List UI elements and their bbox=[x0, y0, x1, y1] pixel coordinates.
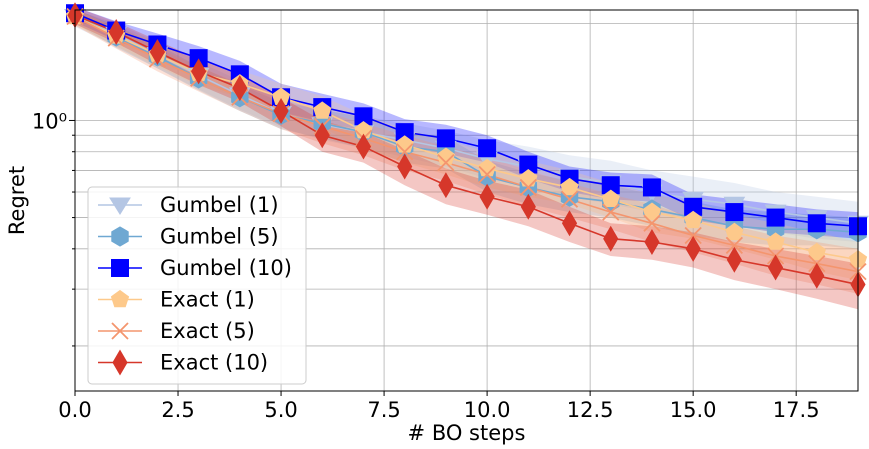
data-point bbox=[560, 190, 579, 208]
data-point bbox=[644, 229, 660, 255]
data-point bbox=[438, 172, 454, 199]
data-point bbox=[520, 193, 536, 220]
confidence-band-0 bbox=[75, 10, 858, 243]
data-point bbox=[149, 39, 165, 66]
x-tick-label: 17.5 bbox=[773, 398, 820, 422]
confidence-band-5 bbox=[75, 6, 858, 310]
data-point bbox=[768, 254, 784, 281]
x-axis-label: # BO steps bbox=[408, 421, 526, 445]
x-tick-label: 10.0 bbox=[464, 398, 511, 422]
data-point bbox=[726, 246, 742, 273]
legend-marker bbox=[111, 226, 129, 247]
y-tick-label: 10⁰ bbox=[32, 109, 67, 133]
data-point bbox=[642, 178, 661, 197]
data-point bbox=[273, 97, 289, 124]
confidence-band-4 bbox=[75, 8, 858, 294]
data-point bbox=[807, 214, 826, 233]
confidence-band-2 bbox=[75, 6, 858, 239]
legend-label: Exact (5) bbox=[160, 319, 255, 343]
data-point bbox=[601, 189, 620, 207]
data-point bbox=[685, 235, 701, 262]
legend-marker bbox=[112, 349, 128, 376]
data-point bbox=[478, 139, 497, 158]
x-tick-label: 15.0 bbox=[670, 398, 717, 422]
data-point bbox=[232, 75, 248, 102]
data-point bbox=[725, 203, 744, 222]
data-point bbox=[519, 178, 537, 197]
legend-label: Gumbel (1) bbox=[160, 193, 279, 217]
data-point bbox=[436, 129, 455, 148]
legend-box bbox=[87, 186, 307, 385]
data-point bbox=[684, 210, 703, 229]
data-point bbox=[603, 225, 619, 252]
data-point bbox=[314, 122, 330, 149]
data-point bbox=[313, 101, 332, 119]
data-point bbox=[397, 153, 413, 180]
data-point bbox=[684, 226, 702, 245]
legend-entry: Exact (1) bbox=[98, 288, 255, 312]
data-point bbox=[478, 165, 496, 184]
data-point bbox=[725, 222, 744, 241]
data-point bbox=[437, 154, 455, 172]
data-point bbox=[809, 262, 825, 289]
series-markers bbox=[64, 2, 869, 298]
x-axis-ticks: 0.0 2.5 5.0 7.5 10.0 12.5 15.0 17.5 bbox=[58, 391, 820, 422]
plot-frame bbox=[74, 9, 859, 392]
y-axis-ticks: 10⁰ bbox=[32, 22, 75, 347]
legend-entry: Gumbel (10) bbox=[98, 256, 292, 280]
legend-marker bbox=[109, 197, 131, 215]
data-point bbox=[766, 208, 785, 227]
data-point bbox=[642, 202, 662, 220]
legend-entry: Gumbel (5) bbox=[98, 225, 279, 249]
data-point bbox=[355, 133, 372, 160]
legend-entry: Gumbel (1) bbox=[98, 193, 279, 217]
data-point bbox=[725, 236, 744, 255]
data-point bbox=[436, 147, 456, 165]
legend-entry: Exact (5) bbox=[98, 319, 255, 343]
confidence-band-3 bbox=[75, 10, 858, 281]
legend-marker bbox=[111, 322, 129, 340]
legend-label: Exact (1) bbox=[160, 288, 255, 312]
legend-label: Gumbel (5) bbox=[160, 225, 279, 249]
y-axis-label: Regret bbox=[5, 166, 29, 235]
x-tick-label: 2.5 bbox=[161, 398, 194, 422]
x-tick-label: 5.0 bbox=[264, 398, 297, 422]
legend-label: Gumbel (10) bbox=[160, 256, 292, 280]
x-tick-label: 0.0 bbox=[58, 398, 91, 422]
data-point bbox=[560, 177, 579, 196]
data-point bbox=[807, 242, 826, 261]
data-point bbox=[602, 203, 620, 221]
data-point bbox=[108, 19, 124, 46]
legend-marker bbox=[110, 289, 130, 308]
data-point bbox=[396, 143, 414, 161]
data-point bbox=[191, 58, 207, 85]
x-tick-label: 12.5 bbox=[567, 398, 614, 422]
data-point bbox=[561, 210, 578, 237]
legend-label: Exact (10) bbox=[160, 351, 268, 375]
legend-marker bbox=[111, 259, 129, 277]
data-point bbox=[479, 183, 495, 210]
data-point bbox=[643, 214, 661, 232]
x-tick-label: 7.5 bbox=[367, 398, 400, 422]
data-point bbox=[766, 232, 785, 250]
legend-entry: Exact (10) bbox=[98, 349, 268, 376]
legend: Gumbel (1) Gumbel (5) Gumbel (10) Exact (1)… bbox=[87, 186, 307, 385]
